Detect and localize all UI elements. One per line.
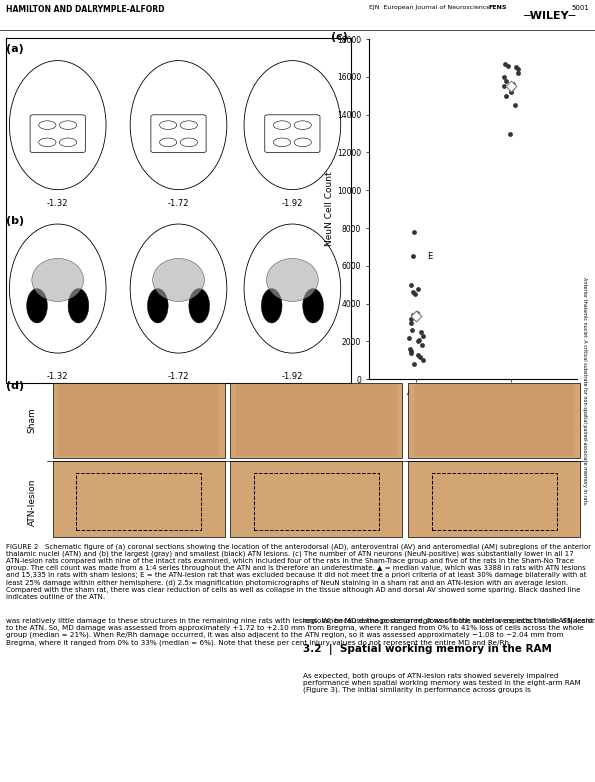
Bar	[414, 384, 574, 457]
Point	[419, 329, 428, 342]
Bar	[236, 384, 397, 457]
Point	[511, 61, 520, 74]
Point	[500, 70, 509, 83]
Point	[413, 282, 422, 295]
Point	[408, 250, 418, 263]
Point	[502, 89, 511, 102]
Text: As expected, both groups of ATN-lesion rats showed severely impaired performance: As expected, both groups of ATN-lesion r…	[303, 673, 581, 694]
Point	[412, 307, 421, 319]
Text: FIGURE 2   Schematic figure of (a) coronal sections showing the location of the : FIGURE 2 Schematic figure of (a) coronal…	[6, 543, 591, 600]
Ellipse shape	[68, 289, 89, 323]
Point	[409, 225, 419, 238]
Point	[412, 310, 421, 322]
Text: (d): (d)	[6, 381, 24, 391]
Point	[418, 354, 428, 367]
Point	[408, 286, 418, 299]
Ellipse shape	[261, 289, 282, 323]
Text: Sham: Sham	[28, 407, 37, 433]
Bar	[58, 384, 219, 457]
Point	[506, 86, 516, 99]
Text: -1.92: -1.92	[281, 372, 303, 382]
Bar	[230, 382, 402, 458]
Text: (c): (c)	[331, 32, 348, 42]
Point	[406, 278, 415, 291]
Bar	[253, 473, 379, 530]
Ellipse shape	[152, 258, 205, 301]
Text: 5001: 5001	[571, 5, 589, 11]
Point	[404, 332, 414, 344]
Point	[508, 78, 517, 91]
Text: E: E	[428, 252, 433, 261]
Text: regions, because the posterior regions of both nuclei were intact in all ATN-les: regions, because the posterior regions o…	[303, 618, 595, 624]
Bar	[431, 473, 557, 530]
Text: -1.32: -1.32	[47, 199, 68, 208]
Bar	[408, 461, 580, 537]
Bar	[408, 382, 580, 458]
Point	[513, 66, 522, 79]
Point	[406, 316, 416, 328]
Point	[406, 345, 416, 357]
Text: -1.72: -1.72	[168, 199, 189, 208]
Text: -1.92: -1.92	[281, 199, 303, 208]
Text: ATN-lesion: ATN-lesion	[28, 479, 37, 526]
Point	[409, 358, 419, 371]
Text: was relatively little damage to these structures in the remaining nine rats with: was relatively little damage to these st…	[6, 618, 593, 646]
Ellipse shape	[303, 289, 324, 323]
Point	[513, 63, 522, 76]
Ellipse shape	[267, 258, 318, 301]
Bar	[52, 382, 224, 458]
Text: -1.32: -1.32	[47, 372, 68, 382]
Ellipse shape	[189, 289, 209, 323]
Ellipse shape	[27, 289, 48, 323]
Text: FENS: FENS	[488, 5, 506, 10]
Text: -1.72: -1.72	[168, 372, 189, 382]
Point	[413, 349, 422, 361]
Text: Anterior thalamic nuclei: A critical substrate for non‐spatial paired‐associate : Anterior thalamic nuclei: A critical sub…	[582, 277, 587, 505]
Point	[503, 59, 513, 72]
Text: HAMILTON AND DALRYMPLE-ALFORD: HAMILTON AND DALRYMPLE-ALFORD	[6, 5, 164, 14]
Text: EJN  European Journal of Neuroscience: EJN European Journal of Neuroscience	[369, 5, 490, 10]
Point	[506, 127, 515, 140]
Bar	[230, 461, 402, 537]
Ellipse shape	[148, 289, 168, 323]
Point	[413, 335, 422, 348]
Text: 3.2  |  Spatial working memory in the RAM: 3.2 | Spatial working memory in the RAM	[303, 644, 552, 655]
Point	[407, 324, 416, 336]
Point	[506, 80, 516, 92]
Point	[405, 343, 414, 355]
Point	[409, 309, 418, 321]
Point	[416, 326, 426, 339]
Point	[415, 350, 424, 363]
Text: ─WILEY─: ─WILEY─	[524, 10, 576, 20]
Ellipse shape	[32, 258, 83, 301]
Point	[411, 288, 420, 300]
Text: (b): (b)	[6, 217, 24, 226]
Point	[511, 99, 520, 112]
Point	[500, 57, 509, 70]
Point	[501, 74, 511, 87]
Point	[508, 82, 517, 95]
Bar	[76, 473, 201, 530]
Y-axis label: NeuN Cell Count: NeuN Cell Count	[325, 172, 334, 246]
Text: (a): (a)	[6, 45, 24, 54]
Bar	[52, 461, 224, 537]
Point	[406, 346, 416, 359]
Point	[415, 333, 424, 346]
Point	[417, 339, 427, 351]
Point	[499, 80, 509, 92]
Point	[406, 313, 416, 325]
